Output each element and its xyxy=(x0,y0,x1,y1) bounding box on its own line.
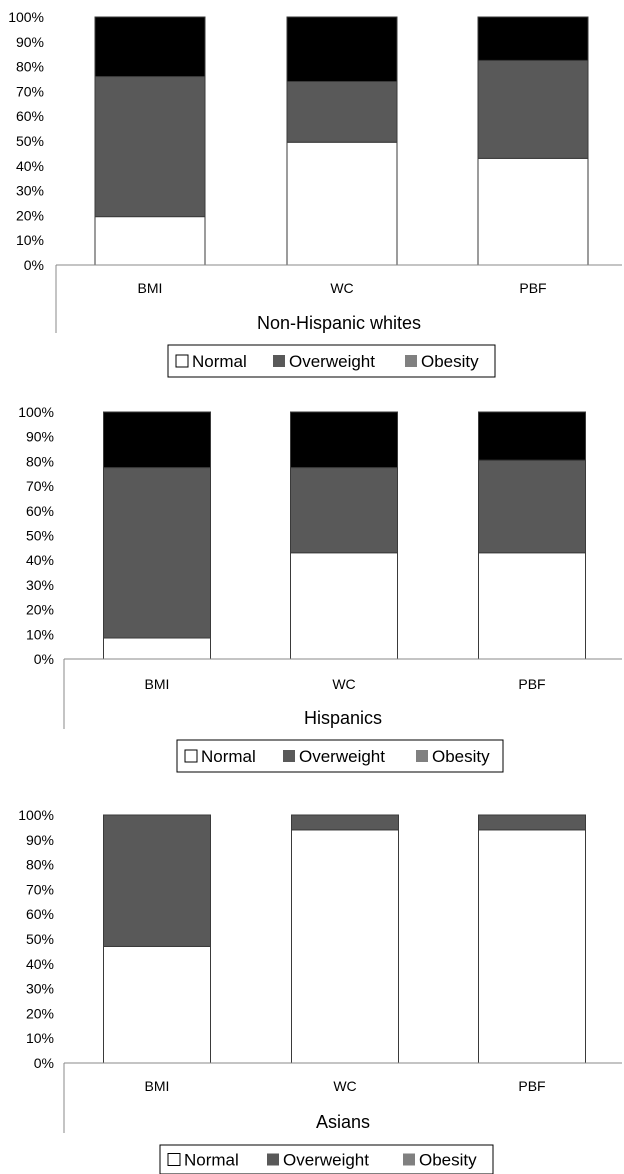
y-tick-label: 60% xyxy=(26,503,54,519)
bar-overweight-bmi xyxy=(103,467,211,639)
bar-normal-wc xyxy=(291,829,399,1064)
bar-obesity-bmi xyxy=(103,411,211,469)
legend-swatch-overweight xyxy=(283,750,295,762)
x-category-label: BMI xyxy=(145,1078,170,1094)
bar-overweight-wc xyxy=(290,467,398,554)
y-tick-label: 90% xyxy=(26,429,54,445)
y-tick-label: 70% xyxy=(26,478,54,494)
legend-box xyxy=(159,1144,494,1174)
legend-label-overweight: Overweight xyxy=(299,747,385,766)
y-tick-label: 80% xyxy=(26,453,54,469)
chart-title: Asians xyxy=(316,1112,370,1132)
x-category-label: WC xyxy=(333,1078,356,1094)
x-category-label: BMI xyxy=(138,280,163,296)
y-tick-label: 30% xyxy=(26,577,54,593)
bar-normal-wc xyxy=(290,552,398,660)
bar-normal-bmi xyxy=(94,216,206,266)
legend-swatch-obesity xyxy=(405,355,417,367)
bar-normal-pbf xyxy=(478,829,586,1064)
y-tick-label: 20% xyxy=(26,602,54,618)
bar-obesity-pbf xyxy=(477,16,589,61)
y-tick-label: 10% xyxy=(26,1030,54,1046)
y-tick-label: 50% xyxy=(26,931,54,947)
bar-overweight-wc xyxy=(286,80,398,143)
legend-swatch-normal xyxy=(167,1153,181,1166)
y-tick-label: 100% xyxy=(18,807,54,823)
legend-swatch-normal xyxy=(184,749,198,763)
y-tick-label: 0% xyxy=(24,257,44,273)
legend-swatch-obesity xyxy=(403,1153,415,1166)
bar-normal-bmi xyxy=(103,945,211,1064)
legend-label-obesity: Obesity xyxy=(432,747,490,766)
chart-title: Hispanics xyxy=(304,708,382,728)
bar-overweight-wc xyxy=(291,814,399,831)
y-tick-label: 90% xyxy=(26,832,54,848)
legend-label-normal: Normal xyxy=(201,747,256,766)
legend-swatch-overweight xyxy=(273,355,285,367)
x-category-label: WC xyxy=(330,280,353,296)
y-tick-label: 10% xyxy=(16,232,44,248)
y-tick-label: 10% xyxy=(26,626,54,642)
legend-label-normal: Normal xyxy=(184,1151,239,1170)
y-tick-label: 0% xyxy=(34,651,54,667)
x-category-label: WC xyxy=(332,676,355,692)
chart-panel-3: 0% 10% 20% 30% 40% 50% 60% 70% 80% 90% 100% BMI WC PB… xyxy=(18,807,622,1174)
bar-overweight-bmi xyxy=(94,76,206,218)
legend-label-obesity: Obesity xyxy=(421,352,479,371)
y-tick-label: 70% xyxy=(16,83,44,99)
legend-box xyxy=(167,344,496,378)
y-tick-label: 40% xyxy=(16,158,44,174)
y-tick-label: 60% xyxy=(16,108,44,124)
y-tick-label: 0% xyxy=(34,1055,54,1071)
bar-normal-bmi xyxy=(103,637,211,660)
bar-overweight-bmi xyxy=(103,814,211,947)
legend-swatch-overweight xyxy=(267,1153,279,1166)
x-category-label: BMI xyxy=(145,676,170,692)
y-tick-label: 90% xyxy=(16,34,44,50)
bar-overweight-pbf xyxy=(478,459,586,554)
y-tick-label: 100% xyxy=(18,404,54,420)
bar-obesity-wc xyxy=(286,16,398,82)
y-tick-label: 20% xyxy=(26,1005,54,1021)
y-tick-label: 80% xyxy=(26,857,54,873)
legend-swatch-normal xyxy=(175,354,189,368)
y-tick-label: 30% xyxy=(16,183,44,199)
bar-normal-pbf xyxy=(477,157,589,266)
legend-box xyxy=(176,739,504,773)
bar-obesity-wc xyxy=(290,411,398,469)
bar-normal-wc xyxy=(286,141,398,266)
legend-label-overweight: Overweight xyxy=(283,1151,369,1170)
bar-overweight-pbf xyxy=(477,59,589,159)
x-category-label: PBF xyxy=(518,676,545,692)
bar-overweight-pbf xyxy=(478,814,586,831)
bar-obesity-pbf xyxy=(478,411,586,461)
y-tick-label: 80% xyxy=(16,59,44,75)
chart-panel-2: 0% 10% 20% 30% 40% 50% 60% 70% 80% 90% 100% BMI WC PB… xyxy=(18,404,622,773)
legend-label-overweight: Overweight xyxy=(289,352,375,371)
y-tick-label: 40% xyxy=(26,552,54,568)
legend-swatch-obesity xyxy=(416,750,428,762)
chart-panel-1: 0% 10% 20% 30% 40% 50% 60% 70% 80% 90% 100% BMI WC PB… xyxy=(8,9,622,378)
y-tick-label: 100% xyxy=(8,9,44,25)
y-tick-label: 50% xyxy=(26,528,54,544)
y-tick-label: 20% xyxy=(16,207,44,223)
bar-normal-pbf xyxy=(478,552,586,660)
y-tick-label: 60% xyxy=(26,906,54,922)
legend-label-obesity: Obesity xyxy=(419,1151,477,1170)
bar-obesity-bmi xyxy=(94,16,206,78)
y-tick-label: 40% xyxy=(26,956,54,972)
y-tick-label: 30% xyxy=(26,981,54,997)
x-category-label: PBF xyxy=(518,1078,545,1094)
y-tick-label: 50% xyxy=(16,133,44,149)
y-tick-label: 70% xyxy=(26,881,54,897)
legend-label-normal: Normal xyxy=(192,352,247,371)
chart-title: Non-Hispanic whites xyxy=(257,313,421,333)
x-category-label: PBF xyxy=(519,280,546,296)
